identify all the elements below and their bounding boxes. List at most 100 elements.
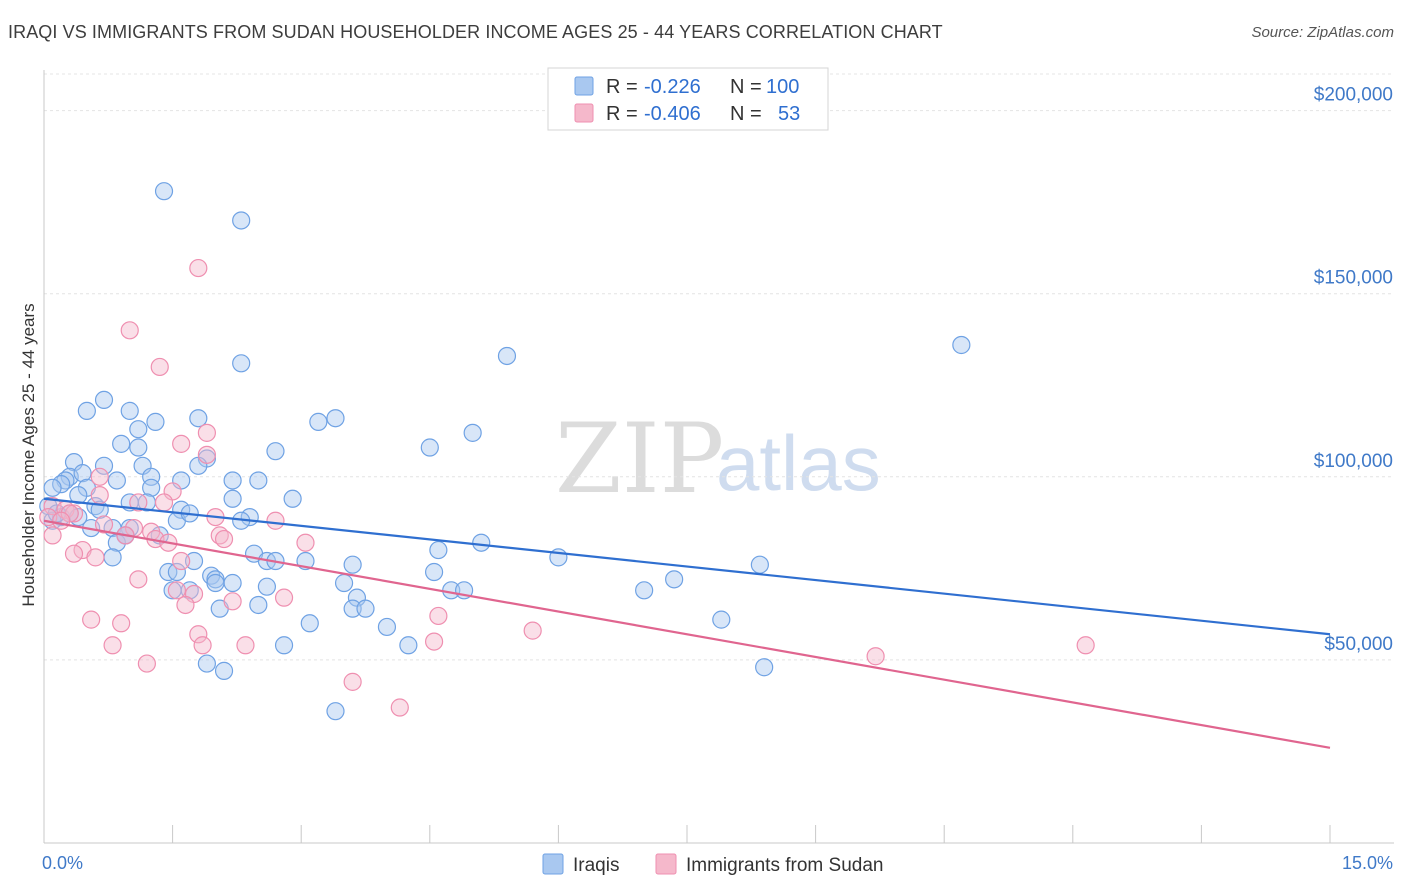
point-iraqis-81 xyxy=(249,595,268,615)
x-tick-label-min: 0.0% xyxy=(42,853,83,873)
bottom-legend: Iraqis Immigrants from Sudan xyxy=(542,853,883,876)
point-iraqis-8 xyxy=(129,420,148,439)
watermark-zip: ZIP xyxy=(555,403,724,515)
point-sudan-0 xyxy=(189,258,208,278)
legend-n-label-sudan: N = xyxy=(730,103,762,125)
point-sudan-46 xyxy=(1076,636,1095,655)
point-sudan-43 xyxy=(424,632,444,651)
point-sudan-45 xyxy=(193,636,212,655)
point-iraqis-85 xyxy=(300,614,319,633)
watermark: ZIP atlas xyxy=(555,403,881,515)
point-iraqis-79 xyxy=(635,581,654,600)
x-tick-labels: 0.0% 15.0% xyxy=(42,853,1393,873)
point-iraqis-90 xyxy=(197,654,216,673)
y-axis-label: Householder Income Ages 25 - 44 years xyxy=(19,303,38,606)
point-sudan-14 xyxy=(154,493,174,512)
point-sudan-49 xyxy=(343,672,362,691)
point-iraqis-56 xyxy=(429,540,448,560)
point-iraqis-3 xyxy=(497,346,517,366)
legend-n-value-iraqis: 100 xyxy=(766,76,799,98)
chart-title: IRAQI VS IMMIGRANTS FROM SUDAN HOUSEHOLD… xyxy=(8,22,943,42)
point-iraqis-59 xyxy=(103,548,122,567)
point-iraqis-36 xyxy=(223,489,242,508)
x-tick-label-max: 15.0% xyxy=(1342,853,1393,873)
point-iraqis-66 xyxy=(424,562,444,582)
point-sudan-16 xyxy=(266,511,285,530)
y-tick-label-0: $50,000 xyxy=(1324,634,1393,655)
point-iraqis-55 xyxy=(472,533,491,552)
bottom-legend-label-iraqis: Iraqis xyxy=(573,855,619,876)
point-iraqis-5 xyxy=(77,401,96,420)
trend-line-sudan xyxy=(43,519,1331,749)
data-points xyxy=(39,182,1095,721)
point-iraqis-72 xyxy=(223,573,242,593)
point-iraqis-65 xyxy=(750,555,769,574)
point-iraqis-0 xyxy=(154,182,174,201)
legend-r-value-sudan: -0.406 xyxy=(644,103,701,125)
point-iraqis-68 xyxy=(167,562,186,582)
trend-line-iraqis xyxy=(43,497,1331,636)
point-sudan-40 xyxy=(523,621,542,640)
point-sudan-31 xyxy=(129,570,148,589)
point-iraqis-89 xyxy=(399,636,418,655)
point-sudan-48 xyxy=(137,654,156,673)
point-iraqis-37 xyxy=(283,489,302,508)
point-sudan-39 xyxy=(429,606,448,626)
point-iraqis-76 xyxy=(257,577,277,596)
bottom-legend-label-sudan: Immigrants from Sudan xyxy=(686,855,883,876)
point-sudan-17 xyxy=(94,515,114,534)
point-sudan-36 xyxy=(176,595,195,615)
legend-swatch-iraqis xyxy=(574,76,594,96)
point-iraqis-17 xyxy=(266,442,285,461)
point-iraqis-71 xyxy=(665,570,684,589)
point-iraqis-16 xyxy=(129,438,148,457)
point-iraqis-91 xyxy=(214,661,234,680)
point-sudan-30 xyxy=(172,551,191,571)
point-iraqis-26 xyxy=(107,471,126,490)
point-sudan-32 xyxy=(167,581,186,600)
point-sudan-12 xyxy=(90,486,109,505)
legend-r-label-iraqis: R = xyxy=(606,76,638,98)
point-sudan-52 xyxy=(52,511,71,530)
point-iraqis-62 xyxy=(184,551,204,571)
point-iraqis-33 xyxy=(142,478,161,497)
point-iraqis-13 xyxy=(463,423,482,442)
legend: R = -0.226 N = 100 R = -0.406 N = 53 xyxy=(547,67,829,131)
point-iraqis-88 xyxy=(274,636,294,655)
point-sudan-29 xyxy=(86,548,105,567)
watermark-atlas: atlas xyxy=(716,419,881,507)
point-sudan-28 xyxy=(64,544,84,563)
legend-box xyxy=(547,67,829,131)
point-iraqis-83 xyxy=(356,599,375,618)
point-sudan-25 xyxy=(43,526,62,545)
legend-r-value-iraqis: -0.226 xyxy=(644,76,701,98)
point-iraqis-92 xyxy=(755,658,774,677)
point-iraqis-9 xyxy=(146,412,165,431)
point-iraqis-93 xyxy=(326,702,345,721)
point-iraqis-2 xyxy=(232,354,251,373)
legend-n-label-iraqis: N = xyxy=(730,76,762,98)
point-sudan-5 xyxy=(197,445,216,464)
point-iraqis-7 xyxy=(120,401,139,420)
point-iraqis-29 xyxy=(223,471,242,490)
point-sudan-4 xyxy=(172,434,191,453)
point-iraqis-35 xyxy=(69,486,88,505)
trend-lines xyxy=(43,497,1331,749)
legend-swatch-sudan xyxy=(574,103,594,123)
y-tick-label-3: $200,000 xyxy=(1314,85,1393,106)
bottom-legend-swatch-iraqis xyxy=(542,853,564,875)
bottom-legend-swatch-sudan xyxy=(655,853,677,875)
point-sudan-13 xyxy=(129,493,148,512)
axes xyxy=(43,70,1394,844)
point-sudan-24 xyxy=(214,529,234,549)
point-sudan-42 xyxy=(236,636,255,655)
y-tick-label-1: $100,000 xyxy=(1314,451,1393,472)
legend-r-label-sudan: R = xyxy=(606,103,638,125)
y-tick-label-2: $150,000 xyxy=(1314,268,1393,289)
point-sudan-26 xyxy=(296,533,315,552)
point-iraqis-12 xyxy=(326,409,345,428)
point-iraqis-30 xyxy=(249,471,268,490)
point-sudan-34 xyxy=(223,592,242,611)
point-iraqis-24 xyxy=(73,464,92,483)
point-iraqis-86 xyxy=(712,610,731,629)
